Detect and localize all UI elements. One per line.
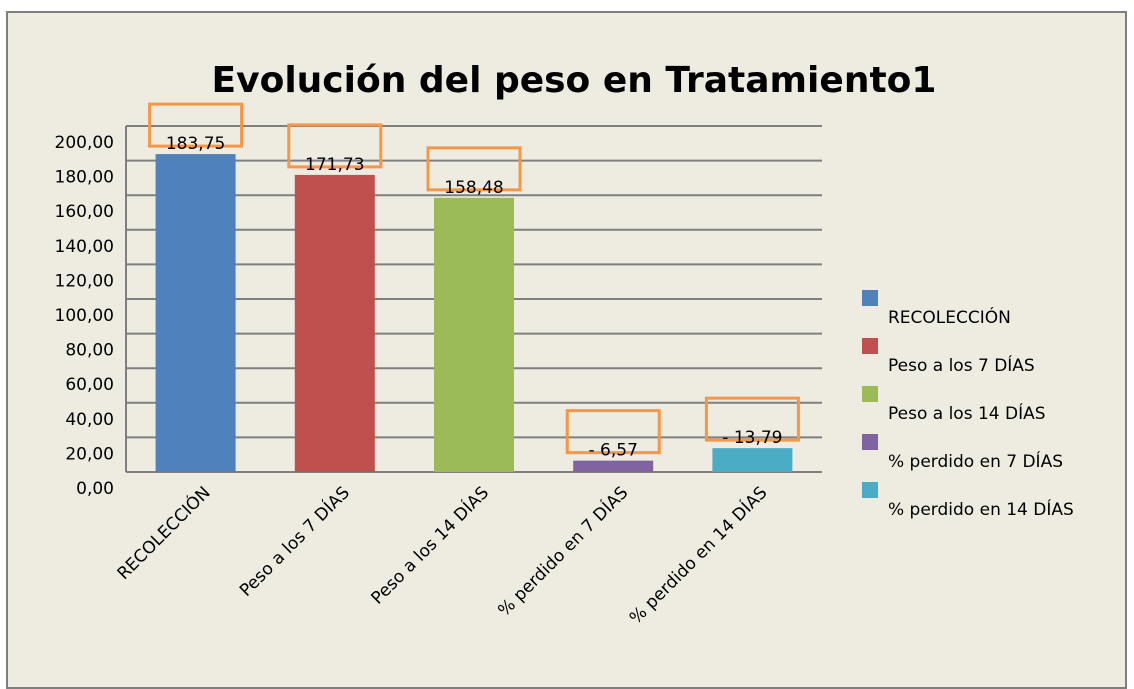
- y-tick-label: 0,00: [76, 479, 114, 499]
- y-tick-label: 180,00: [55, 168, 114, 188]
- y-tick-label: 60,00: [65, 375, 114, 395]
- legend-label: RECOLECCIÓN: [888, 306, 1011, 328]
- label-box: [704, 396, 800, 442]
- legend-swatch: [862, 290, 878, 306]
- legend-swatch: [862, 338, 878, 354]
- legend-label: % perdido en 14 DÍAS: [888, 498, 1074, 520]
- value-label: 183,75: [166, 134, 225, 154]
- y-tick-label: 100,00: [55, 306, 114, 326]
- chart-title: Evolución del peso en Tratamiento1: [212, 60, 937, 101]
- legend-swatch: [862, 386, 878, 402]
- value-label: - 13,79: [722, 428, 782, 448]
- y-tick-label: 40,00: [65, 410, 114, 430]
- y-tick-label: 20,00: [65, 444, 114, 464]
- legend-swatch: [862, 434, 878, 450]
- bar: [294, 174, 375, 472]
- label-box: [565, 409, 661, 455]
- label-box: [287, 123, 383, 169]
- legend-label: Peso a los 7 DÍAS: [888, 354, 1035, 376]
- bar: [155, 154, 236, 473]
- legend-swatch: [862, 482, 878, 498]
- y-tick-label: 140,00: [55, 237, 114, 257]
- bar: [573, 460, 654, 472]
- y-tick-label: 160,00: [55, 202, 114, 222]
- bar: [434, 197, 514, 473]
- value-label: 171,73: [305, 155, 364, 175]
- y-tick-label: 80,00: [65, 341, 114, 361]
- label-box: [148, 102, 244, 148]
- y-tick-label: 200,00: [55, 133, 114, 153]
- value-label: 158,48: [444, 178, 503, 198]
- y-tick-label: 120,00: [55, 271, 114, 291]
- label-box: [426, 146, 522, 192]
- legend-label: Peso a los 14 DÍAS: [888, 402, 1046, 424]
- value-label: - 6,57: [589, 441, 638, 461]
- bar: [712, 448, 793, 472]
- legend-label: % perdido en 7 DÍAS: [888, 450, 1063, 472]
